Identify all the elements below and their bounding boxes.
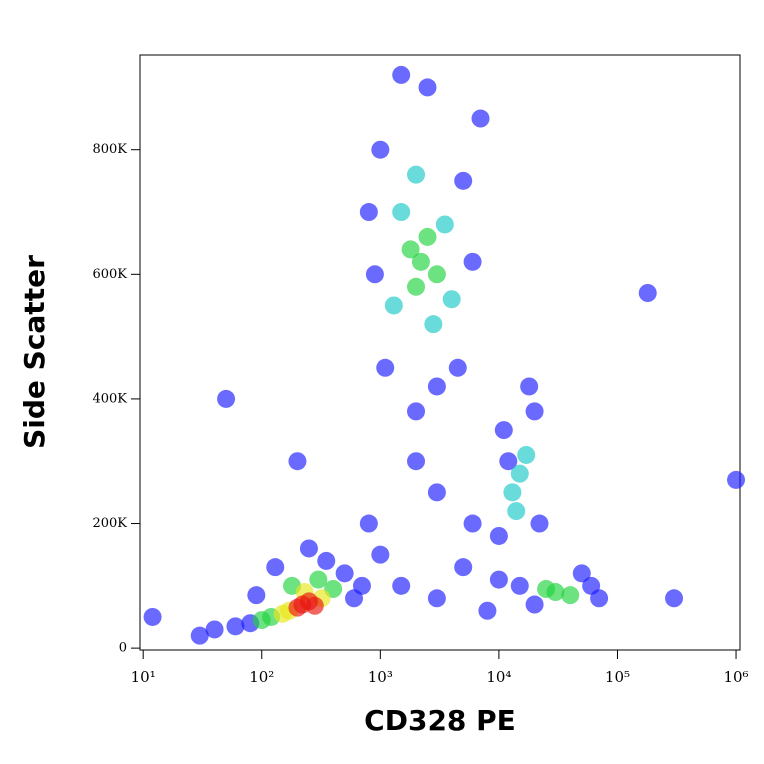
point [478,601,497,620]
point [392,203,411,222]
point [392,65,411,84]
point [424,315,443,334]
point [489,526,508,545]
point [503,483,522,502]
point [530,514,549,533]
point [288,598,307,617]
point [448,358,467,377]
point [471,109,490,128]
point [463,252,482,271]
point [427,483,446,502]
point [352,576,371,595]
point [427,377,446,396]
y-tick-label: 600K [92,267,127,282]
point [205,620,224,639]
point [359,514,378,533]
point [226,617,245,636]
point [489,570,508,589]
x-tick-label: 10⁶ [723,668,748,686]
point [190,626,209,645]
point [510,464,529,483]
x-tick-label: 10¹ [131,668,156,686]
point [572,564,591,583]
y-tick-label: 200K [92,516,127,531]
point [411,252,430,271]
x-axis-title: CD328 PE [364,704,516,737]
point [288,452,307,471]
x-tick-label: 10⁵ [605,668,630,686]
point [454,171,473,190]
point [427,265,446,284]
point [305,596,324,615]
plot-frame [139,54,741,651]
point [499,452,518,471]
point [454,558,473,577]
point [407,277,426,296]
point [435,215,454,234]
x-tick-label: 10³ [368,668,393,686]
point [561,586,580,605]
y-tick-label: 400K [92,391,127,406]
point [418,227,437,246]
point [418,78,437,97]
point [507,502,526,521]
point [376,358,395,377]
point [537,579,556,598]
point [392,576,411,595]
point [273,604,292,623]
y-tick-label: 0 [119,641,127,656]
point [665,589,684,608]
point [407,452,426,471]
point [371,545,390,564]
x-tick-label: 10⁴ [486,668,511,686]
point [590,589,609,608]
point [335,564,354,583]
point [727,470,746,489]
y-tick-label: 800K [92,142,127,157]
point [463,514,482,533]
point [525,402,544,421]
point [407,402,426,421]
point [299,539,318,558]
y-axis-title: Side Scatter [18,255,51,449]
point [384,296,403,315]
point [525,595,544,614]
point [520,377,539,396]
point [309,570,328,589]
point [427,589,446,608]
point [638,284,657,302]
x-tick-label: 10² [249,668,274,686]
point [401,240,420,259]
point [317,551,336,570]
point [365,265,384,284]
point [143,607,162,626]
point [266,558,285,577]
point [371,140,390,159]
point [359,203,378,222]
point [517,445,536,464]
point [247,586,266,605]
point [217,389,236,408]
point [442,290,461,309]
point [407,165,426,184]
point [510,576,529,595]
point [494,421,513,440]
point [252,611,271,630]
